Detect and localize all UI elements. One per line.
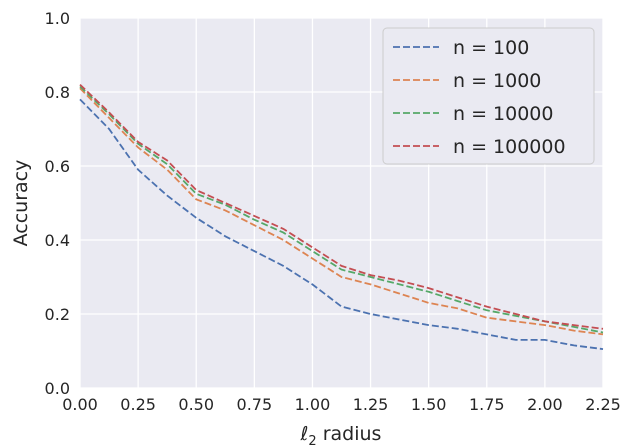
x-tick-label: 2.25 xyxy=(585,395,621,414)
y-tick-label: 0.8 xyxy=(45,83,70,102)
x-tick-label: 0.50 xyxy=(178,395,214,414)
y-tick-labels: 0.0 0.2 0.4 0.6 0.8 1.0 xyxy=(45,9,70,398)
y-tick-label: 0.2 xyxy=(45,305,70,324)
series-line-2 xyxy=(79,87,604,336)
y-tick-label: 1.0 xyxy=(45,9,70,28)
x-tick-label: 2.00 xyxy=(527,395,563,414)
x-tick-label: 1.25 xyxy=(353,395,389,414)
legend-label: n = 100000 xyxy=(453,136,566,158)
x-tick-label: 1.50 xyxy=(411,395,447,414)
series-line-4 xyxy=(79,83,604,330)
x-tick-label: 0.25 xyxy=(120,395,156,414)
series-line-1 xyxy=(79,98,604,350)
series-line-3 xyxy=(79,85,604,334)
legend: n = 100 n = 1000 n = 10000 n = 100000 xyxy=(382,27,595,165)
y-tick-label: 0.0 xyxy=(45,379,70,398)
legend-box xyxy=(382,27,595,165)
x-tick-label: 1.00 xyxy=(295,395,331,414)
legend-label: n = 10000 xyxy=(453,103,553,125)
x-tick-labels: 0.00 0.25 0.50 0.75 1.00 1.25 1.50 1.75 2.00 2.25 xyxy=(62,395,621,414)
series-lines xyxy=(79,83,604,350)
x-axis-label: ℓ2 radius xyxy=(300,423,382,448)
x-tick-label: 1.75 xyxy=(469,395,505,414)
legend-label: n = 1000 xyxy=(453,70,541,92)
legend-label: n = 100 xyxy=(453,37,529,59)
x-tick-label: 0.75 xyxy=(237,395,273,414)
x-tick-label: 0.00 xyxy=(62,395,98,414)
y-tick-label: 0.6 xyxy=(45,157,70,176)
y-axis-label: Accuracy xyxy=(10,160,32,247)
y-tick-label: 0.4 xyxy=(45,231,70,250)
